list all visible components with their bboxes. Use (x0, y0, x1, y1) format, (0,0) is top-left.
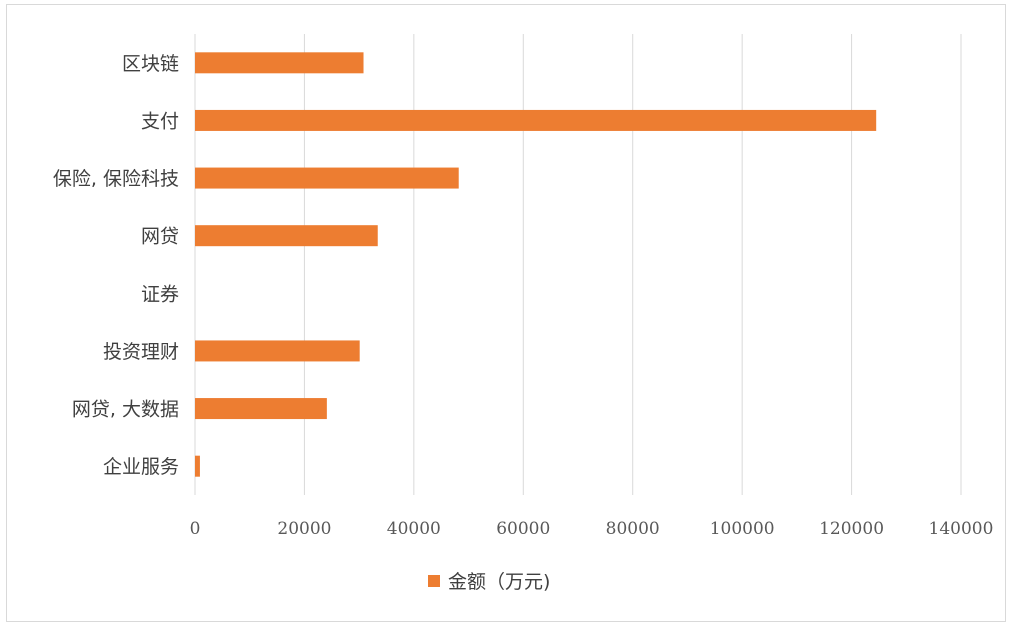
gridlines (194, 34, 962, 495)
x-tick-labels: 0 20000 40000 60000 80000 100000 120000 140000 (190, 519, 994, 539)
bar (195, 109, 877, 131)
bar (195, 225, 378, 247)
category-label: 证券 (141, 283, 179, 305)
category-label: 支付 (141, 110, 179, 132)
bar (195, 398, 327, 420)
bar (195, 167, 459, 189)
legend-swatch (428, 575, 440, 587)
bar (195, 340, 360, 362)
x-tick-label: 140000 (929, 519, 994, 539)
x-tick-label: 40000 (387, 519, 441, 539)
x-tick-label: 120000 (819, 519, 884, 539)
x-tick-label: 100000 (710, 519, 775, 539)
chart-frame (6, 4, 1006, 622)
x-tick-label: 20000 (277, 519, 331, 539)
legend-label: 金额（万元) (448, 571, 550, 593)
x-tick-label: 80000 (606, 519, 660, 539)
bar (195, 52, 364, 74)
bars (195, 52, 877, 477)
category-label: 投资理财 (103, 341, 179, 363)
bar (195, 455, 200, 477)
x-tick-label: 0 (190, 519, 201, 539)
x-tick-label: 60000 (496, 519, 550, 539)
category-label: 网贷, 大数据 (72, 399, 179, 421)
category-label: 网贷 (141, 226, 179, 248)
category-label: 企业服务 (103, 456, 179, 478)
category-label: 区块链 (122, 53, 179, 75)
legend: 金额（万元) (428, 571, 550, 593)
category-label: 保险, 保险科技 (53, 168, 179, 190)
